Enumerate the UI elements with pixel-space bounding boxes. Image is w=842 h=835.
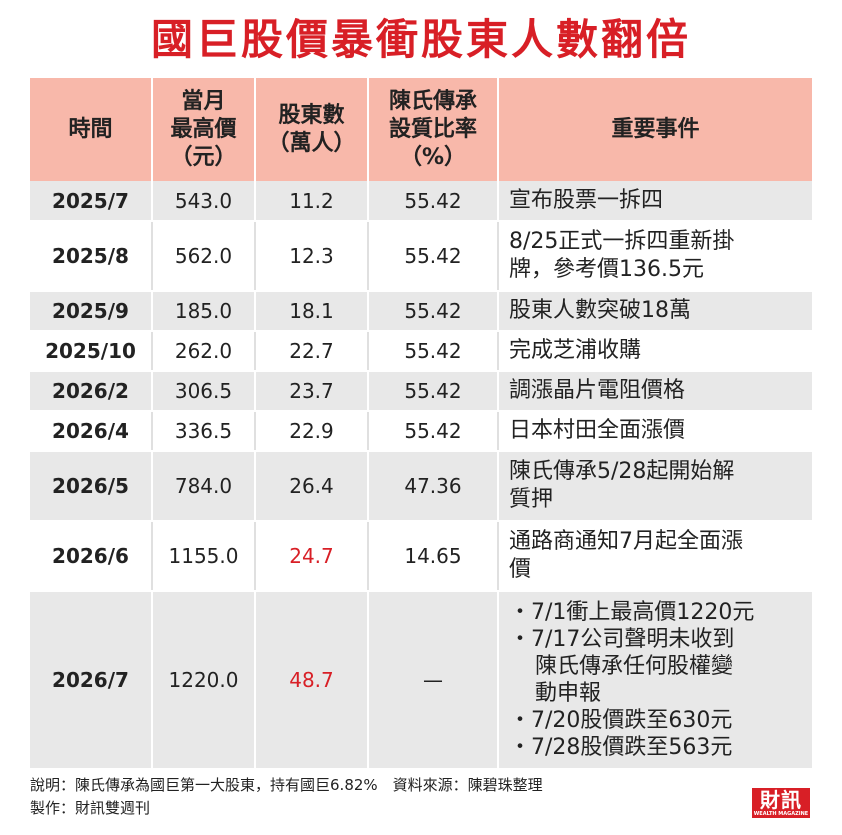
header-pledge-line: 設質比率 — [388, 116, 477, 142]
cell-ratio: 55.42 — [368, 291, 499, 332]
cell-price: 306.5 — [152, 371, 256, 412]
header-pledge: 陳氏傳承 設質比率 （%） — [368, 78, 499, 181]
cell-time: 2026/7 — [30, 591, 153, 770]
header-price-line: 當月 — [181, 88, 226, 114]
table-row: 2025/7 543.0 11.2 55.42 宣布股票一拆四 — [30, 181, 812, 222]
event-bullet: ・7/17公司聲明未收到 — [509, 627, 735, 652]
event-line: 陳氏傳承5/28起開始解 — [509, 459, 735, 484]
table-row: 2025/8 562.0 12.3 55.42 8/25正式一拆四重新掛 牌，參… — [30, 221, 812, 292]
table-row: 2026/2 306.5 23.7 55.42 調漲晶片電阻價格 — [30, 371, 812, 412]
cell-time: 2026/5 — [30, 451, 153, 522]
header-pledge-line: （%） — [399, 144, 467, 170]
cell-price: 185.0 — [152, 291, 256, 332]
cell-price: 336.5 — [152, 411, 256, 452]
data-table: 時間 當月 最高價 （元） 股東數 （萬人） 陳氏傳承 設質比率 （%） 重要事… — [30, 78, 812, 770]
cell-time: 2025/8 — [30, 221, 153, 292]
cell-ratio: — — [368, 591, 499, 770]
cell-holders: 26.4 — [255, 451, 369, 522]
table-row: 2026/4 336.5 22.9 55.42 日本村田全面漲價 — [30, 411, 812, 452]
cell-event: 日本村田全面漲價 — [498, 411, 812, 452]
cell-holders: 22.9 — [255, 411, 369, 452]
header-pledge-line: 陳氏傳承 — [388, 88, 477, 114]
cell-event: 股東人數突破18萬 — [498, 291, 812, 332]
table-row: 2026/6 1155.0 24.7 14.65 通路商通知7月起全面漲 價 — [30, 521, 812, 592]
header-price: 當月 最高價 （元） — [152, 78, 256, 181]
cell-time: 2026/2 — [30, 371, 153, 412]
cell-time: 2025/7 — [30, 181, 153, 222]
event-line: 完成芝浦收購 — [509, 338, 642, 363]
table-row: 2026/7 1220.0 48.7 — ・7/1衝上最高價1220元 ・7/1… — [30, 591, 812, 770]
header-holders: 股東數 （萬人） — [255, 78, 369, 181]
cell-time: 2025/9 — [30, 291, 153, 332]
cell-holders: 12.3 — [255, 221, 369, 292]
event-bullet-continuation: 陳氏傳承任何股權變 — [535, 654, 734, 679]
cell-ratio: 47.36 — [368, 451, 499, 522]
cell-event: 通路商通知7月起全面漲 價 — [498, 521, 812, 592]
cell-time: 2026/6 — [30, 521, 153, 592]
cell-holders: 48.7 — [255, 591, 369, 770]
header-event: 重要事件 — [498, 78, 812, 181]
cell-price: 543.0 — [152, 181, 256, 222]
cell-ratio: 14.65 — [368, 521, 499, 592]
event-line: 股東人數突破18萬 — [509, 298, 691, 323]
event-line: 牌，參考價136.5元 — [509, 257, 704, 282]
event-bullet-continuation: 動申報 — [535, 681, 602, 706]
table-row: 2026/5 784.0 26.4 47.36 陳氏傳承5/28起開始解 質押 — [30, 451, 812, 522]
event-line: 宣布股票一拆四 — [509, 187, 664, 213]
cell-price: 1220.0 — [152, 591, 256, 770]
table-row: 2025/10 262.0 22.7 55.42 完成芝浦收購 — [30, 331, 812, 372]
cell-ratio: 55.42 — [368, 331, 499, 372]
event-bullet: ・7/1衝上最高價1220元 — [509, 600, 755, 625]
event-line: 調漲晶片電阻價格 — [509, 378, 686, 403]
event-bullet: ・7/28股價跌至563元 — [509, 735, 733, 760]
event-line: 日本村田全面漲價 — [509, 418, 686, 443]
event-bullet: ・7/20股價跌至630元 — [509, 708, 733, 733]
cell-event: 完成芝浦收購 — [498, 331, 812, 372]
page-title: 國巨股價暴衝股東人數翻倍 — [150, 15, 691, 64]
cell-price: 262.0 — [152, 331, 256, 372]
cell-event: 調漲晶片電阻價格 — [498, 371, 812, 412]
header-row: 時間 當月 最高價 （元） 股東數 （萬人） 陳氏傳承 設質比率 （%） 重要事… — [30, 78, 812, 181]
cell-price: 1155.0 — [152, 521, 256, 592]
header-time: 時間 — [30, 78, 153, 181]
event-line: 質押 — [509, 487, 554, 512]
cell-ratio: 55.42 — [368, 371, 499, 412]
cell-holders: 22.7 — [255, 331, 369, 372]
header-price-line: （元） — [170, 144, 237, 170]
cell-price: 784.0 — [152, 451, 256, 522]
header-holders-line: 股東數 — [278, 102, 345, 128]
header-holders-line: （萬人） — [267, 130, 356, 156]
cell-ratio: 55.42 — [368, 411, 499, 452]
table-row: 2025/9 185.0 18.1 55.42 股東人數突破18萬 — [30, 291, 812, 332]
logo-text: 財訊 — [760, 788, 802, 812]
footnote-source: 說明：陳氏傳承為國巨第一大股東，持有國巨6.82% 資料來源：陳碧珠整理 — [30, 776, 543, 794]
event-line: 8/25正式一拆四重新掛 — [509, 229, 735, 254]
cell-holders: 24.7 — [255, 521, 369, 592]
cell-event: ・7/1衝上最高價1220元 ・7/17公司聲明未收到 陳氏傳承任何股權變 動申… — [498, 591, 812, 770]
cell-event: 陳氏傳承5/28起開始解 質押 — [498, 451, 812, 522]
logo-subtext: WEALTH MAGAZINE — [753, 811, 809, 817]
cell-time: 2026/4 — [30, 411, 153, 452]
cell-event: 宣布股票一拆四 — [498, 181, 812, 222]
event-line: 價 — [509, 557, 532, 582]
cell-holders: 11.2 — [255, 181, 369, 222]
cell-ratio: 55.42 — [368, 181, 499, 222]
magazine-logo: 財訊 WEALTH MAGAZINE — [752, 788, 810, 818]
cell-price: 562.0 — [152, 221, 256, 292]
footnote-credit: 製作：財訊雙週刊 — [30, 799, 151, 817]
event-line: 通路商通知7月起全面漲 — [509, 529, 743, 554]
cell-ratio: 55.42 — [368, 221, 499, 292]
cell-time: 2025/10 — [30, 331, 153, 372]
header-price-line: 最高價 — [170, 116, 237, 142]
cell-holders: 18.1 — [255, 291, 369, 332]
cell-event: 8/25正式一拆四重新掛 牌，參考價136.5元 — [498, 221, 812, 292]
cell-holders: 23.7 — [255, 371, 369, 412]
